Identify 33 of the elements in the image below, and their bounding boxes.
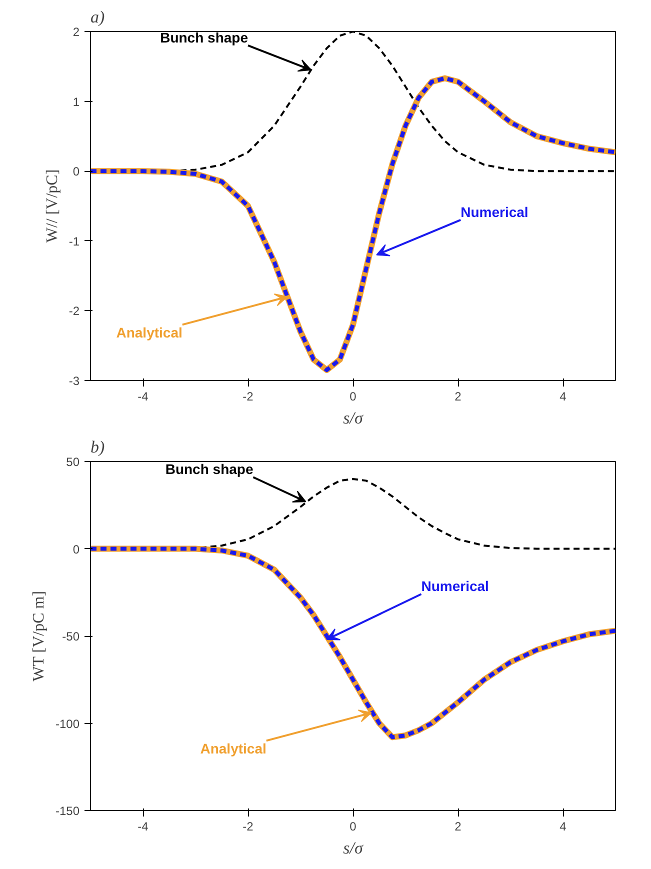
x-tick-label: -2 (242, 820, 254, 834)
chart-title: a) (90, 8, 105, 26)
chart-title: b) (90, 438, 105, 456)
y-tick-label: -2 (68, 304, 80, 318)
x-axis-title: s/σ (343, 838, 364, 858)
annotation: Bunch shape (165, 461, 254, 478)
y-tick-label: -1 (68, 234, 80, 248)
x-tick-label: -4 (138, 820, 149, 834)
y-tick-label: -150 (55, 804, 80, 818)
x-tick-label: 2 (454, 390, 462, 404)
y-tick-label: 50 (66, 455, 80, 469)
x-tick-label: 0 (350, 390, 357, 404)
y-tick-label: 0 (72, 164, 80, 179)
x-tick-label: 2 (454, 820, 462, 834)
x-tick-label: 0 (350, 820, 357, 834)
x-tick-label: -2 (242, 390, 254, 404)
annotation: Analytical (116, 324, 182, 341)
y-tick-label: 2 (72, 25, 80, 39)
y-tick-label: -3 (68, 374, 80, 388)
x-tick-label: 4 (560, 390, 567, 404)
x-tick-label: -4 (138, 390, 149, 404)
y-axis-title: WT [V/pC m] (30, 590, 48, 682)
annotation: Numerical (460, 204, 528, 220)
x-tick-label: 4 (560, 820, 567, 834)
y-axis-title: W// [V/pC] (44, 169, 61, 243)
y-tick-label: 1 (72, 94, 80, 109)
annotation: Numerical (421, 578, 489, 594)
y-tick-label: -50 (62, 630, 80, 644)
y-tick-label: -100 (55, 716, 80, 731)
x-axis-title: s/σ (343, 408, 364, 428)
annotation: Bunch shape (160, 29, 248, 46)
annotation: Analytical (200, 740, 266, 757)
y-tick-label: 0 (72, 542, 80, 556)
